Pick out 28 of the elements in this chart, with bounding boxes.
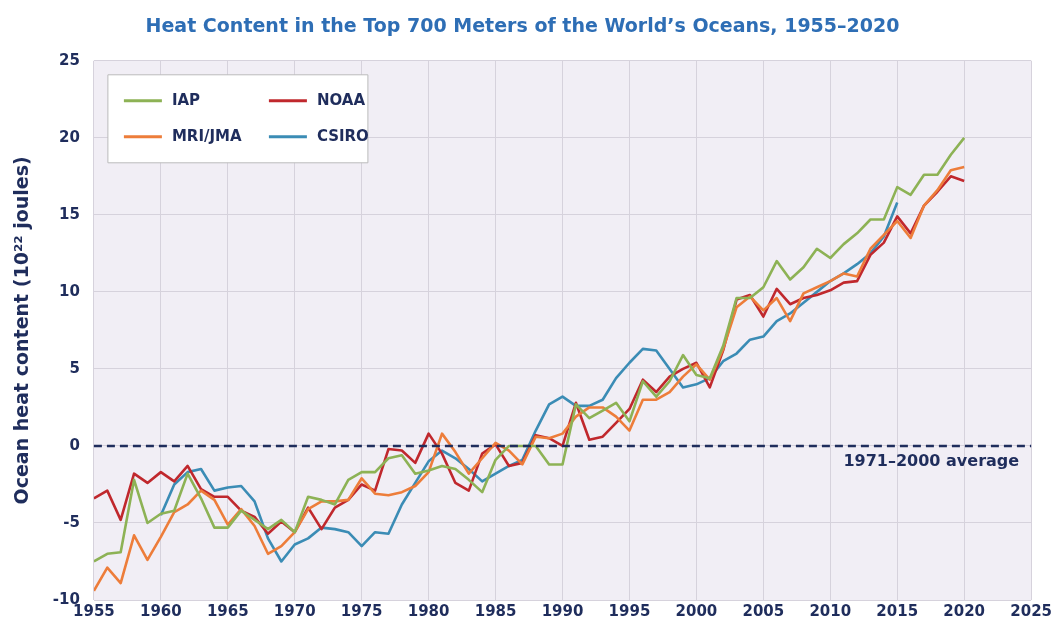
legend-label: NOAA [316, 90, 366, 109]
legend-label: IAP [171, 90, 201, 109]
chart-title: Heat Content in the Top 700 Meters of the World’s Oceans, 1955–2020 [145, 14, 900, 37]
x-tick-label: 2005 [742, 601, 785, 620]
x-tick-label: 2015 [876, 601, 919, 620]
x-tick-label: 2010 [809, 601, 852, 620]
x-tick-label: 1990 [541, 601, 584, 620]
x-tick-label: 1970 [273, 601, 316, 620]
x-tick-label: 1980 [407, 601, 450, 620]
y-tick-label: 20 [59, 127, 80, 146]
x-tick-label: 1975 [340, 601, 383, 620]
y-tick-label: 15 [59, 204, 80, 223]
legend-label: CSIRO [316, 126, 369, 145]
x-tick-label: 1960 [139, 601, 182, 620]
y-axis-title: Ocean heat content (10²² joules) [10, 156, 33, 505]
x-tick-label: 2000 [675, 601, 718, 620]
y-tick-label: 0 [69, 435, 80, 454]
y-tick-label: -5 [63, 512, 80, 531]
x-tick-label: 2025 [1010, 601, 1052, 620]
x-tick-label: 1995 [608, 601, 651, 620]
x-tick-label: 1965 [206, 601, 249, 620]
y-tick-label: 10 [59, 281, 80, 300]
y-tick-label: 5 [69, 358, 80, 377]
y-tick-label: 25 [59, 50, 80, 69]
ref-line-label: 1971–2000 average [843, 451, 1020, 471]
x-tick-label: 2020 [943, 601, 986, 620]
x-tick-label: 1985 [474, 601, 517, 620]
legend-label: MRI/JMA [171, 126, 242, 145]
